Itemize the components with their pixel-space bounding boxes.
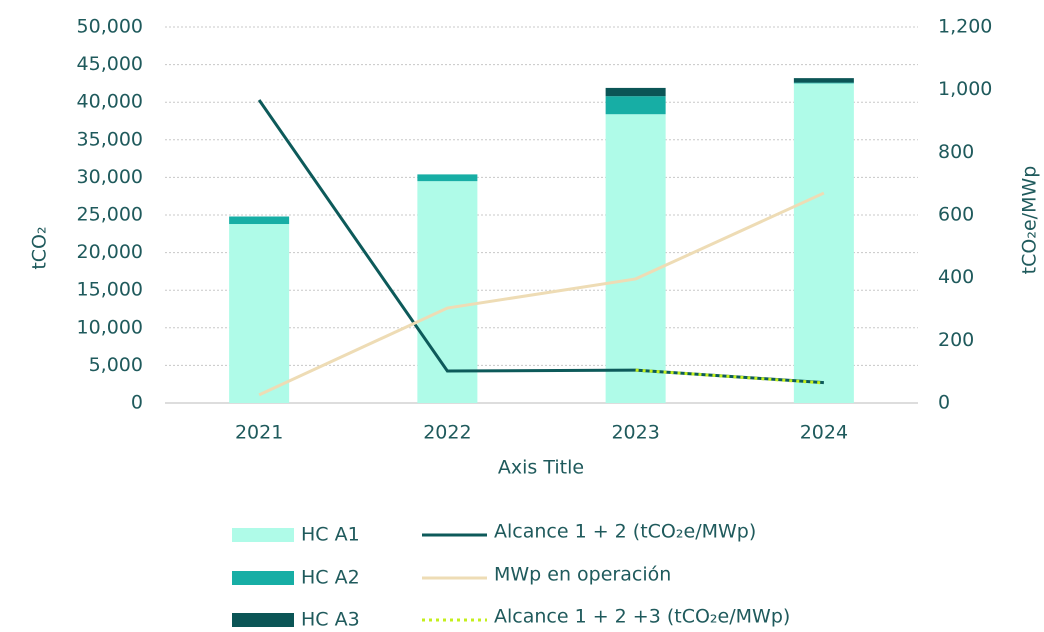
y2-tick-label: 1,200: [938, 16, 992, 38]
y-tick-label: 40,000: [77, 91, 143, 113]
y-tick-label: 45,000: [77, 53, 143, 75]
y2-tick-label: 600: [938, 204, 974, 226]
legend-label: Alcance 1 + 2 (tCO₂e/MWp): [494, 521, 756, 543]
y-tick-label: 10,000: [77, 316, 143, 338]
y-tick-label: 30,000: [77, 166, 143, 188]
line: [257, 99, 824, 385]
y-tick-label: 5,000: [89, 354, 143, 376]
legend-label: HC A1: [301, 524, 360, 546]
bar: [417, 174, 478, 182]
legend-label: HC A3: [301, 609, 360, 631]
bar: [793, 82, 854, 84]
legend-label: HC A2: [301, 567, 360, 589]
y2-tick-label: 400: [938, 266, 974, 288]
y-tick-label: 0: [131, 392, 143, 414]
legend-swatch: [232, 571, 294, 585]
bar: [605, 96, 666, 115]
legend-label: MWp en operación: [494, 564, 671, 586]
bar: [229, 216, 290, 225]
y2-tick-label: 0: [938, 392, 950, 414]
y-axis-title: tCO₂: [29, 226, 51, 269]
y-tick-label: 20,000: [77, 241, 143, 263]
y-tick-label: 25,000: [77, 204, 143, 226]
legend-swatch: [232, 613, 294, 627]
y2-tick-label: 800: [938, 141, 974, 163]
bar: [793, 83, 854, 404]
line: [258, 191, 825, 397]
legend-label: Alcance 1 + 2 +3 (tCO₂e/MWp): [494, 606, 790, 628]
bar: [229, 224, 290, 403]
x-tick-label: 2024: [800, 422, 848, 444]
bar: [605, 114, 666, 404]
x-tick-label: 2023: [611, 422, 659, 444]
y-tick-label: 35,000: [77, 128, 143, 150]
bar: [793, 78, 854, 83]
x-tick-label: 2021: [235, 422, 283, 444]
y2-tick-label: 1,000: [938, 78, 992, 100]
bar: [417, 181, 478, 403]
y-tick-label: 50,000: [77, 16, 143, 38]
bar: [605, 87, 666, 97]
x-tick-label: 2022: [423, 422, 471, 444]
x-axis-title: Axis Title: [498, 457, 584, 479]
y2-tick-label: 200: [938, 329, 974, 351]
legend-swatch: [232, 528, 294, 542]
y-tick-label: 15,000: [77, 279, 143, 301]
y2-axis-title: tCO₂e/MWp: [1019, 166, 1041, 275]
